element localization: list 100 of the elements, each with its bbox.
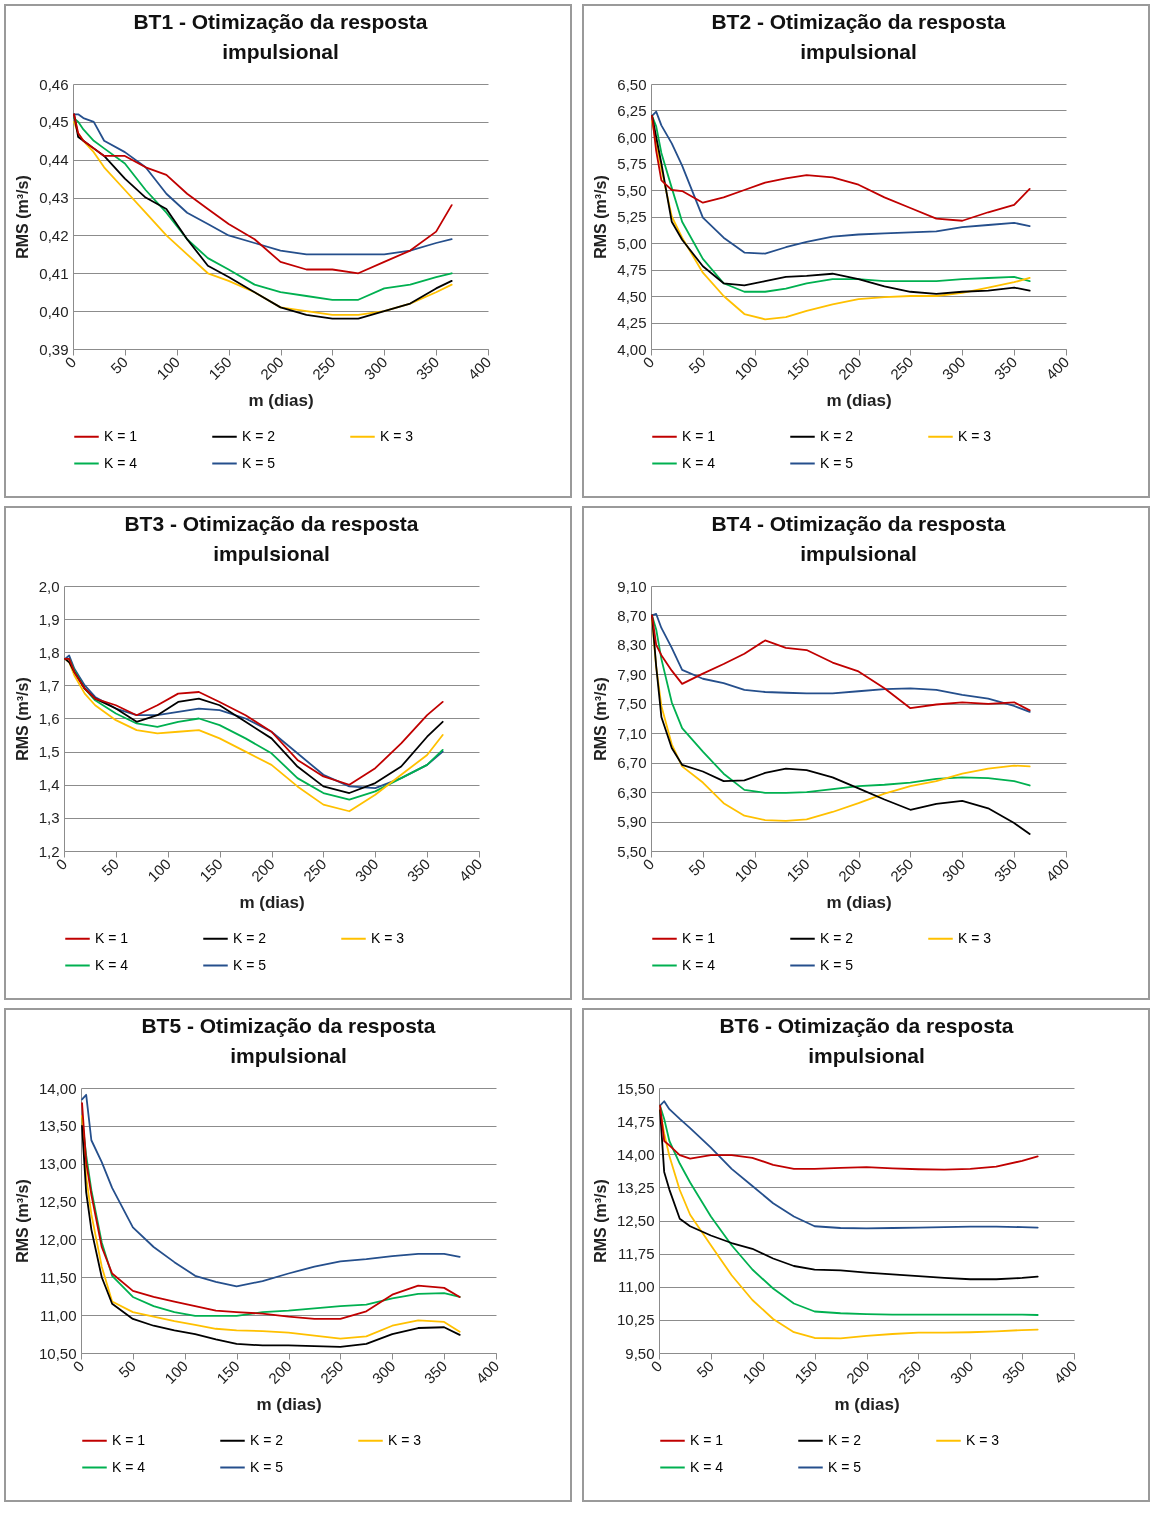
x-tick-label: 350 — [403, 855, 434, 885]
x-tick-label: 200 — [834, 855, 865, 885]
y-tick-label: 0,39 — [39, 340, 69, 358]
x-tick-label: 400 — [472, 1357, 503, 1387]
line-series — [659, 1109, 1039, 1281]
x-tick-label: 100 — [161, 1357, 191, 1387]
line-series — [651, 110, 1031, 255]
legend-label: K = 4 — [682, 454, 716, 471]
x-tick-label: 250 — [894, 1357, 925, 1387]
y-tick-label: 6,25 — [617, 102, 647, 119]
y-tick-label: 7,50 — [617, 695, 647, 713]
x-axis-title: m (dias) — [256, 1394, 322, 1414]
y-tick-label: 9,10 — [617, 577, 647, 595]
legend-label: K = 4 — [112, 1458, 146, 1475]
x-tick-label: 350 — [420, 1357, 451, 1387]
x-tick-label: 50 — [98, 855, 123, 879]
x-tick-label: 350 — [990, 353, 1021, 383]
y-axis-title: RMS (m³/s) — [13, 677, 31, 761]
y-tick-label: 0,41 — [39, 264, 69, 282]
x-tick-label: 200 — [256, 353, 287, 383]
y-tick-label: 1,4 — [38, 776, 60, 794]
x-tick-label: 250 — [299, 855, 330, 885]
chart-title: BT5 - Otimização da resposta impulsional — [141, 1014, 436, 1067]
y-tick-label: 1,5 — [38, 743, 60, 761]
legend-label: K = 2 — [828, 1431, 862, 1448]
legend-label: K = 4 — [682, 956, 716, 973]
line-series — [659, 1104, 1039, 1171]
legend-label: K = 1 — [112, 1431, 146, 1448]
y-tick-label: 5,50 — [617, 181, 647, 199]
y-tick-label: 0,42 — [39, 226, 69, 244]
legend-label: K = 3 — [380, 427, 414, 444]
x-tick-label: 150 — [791, 1357, 821, 1387]
legend-label: K = 2 — [233, 929, 267, 946]
x-tick-label: 400 — [1042, 353, 1073, 383]
x-tick-label: 350 — [412, 353, 443, 383]
line-series — [651, 120, 1031, 321]
x-tick-label: 200 — [842, 1357, 873, 1387]
x-tick-label: 350 — [998, 1357, 1029, 1387]
y-axis-title: RMS (m³/s) — [13, 1179, 31, 1263]
line-series — [81, 1093, 461, 1288]
y-tick-label: 6,70 — [617, 754, 647, 772]
x-tick-label: 150 — [196, 855, 226, 885]
x-tick-label: 50 — [685, 855, 710, 879]
legend-label: K = 5 — [828, 1458, 862, 1475]
y-tick-label: 14,00 — [616, 1145, 655, 1163]
y-tick-label: 10,50 — [38, 1344, 77, 1362]
legend-label: K = 3 — [958, 929, 992, 946]
x-tick-label: 400 — [1042, 855, 1073, 885]
y-tick-label: 1,8 — [38, 643, 60, 661]
y-tick-label: 1,9 — [38, 610, 60, 628]
y-tick-label: 5,50 — [617, 842, 647, 860]
y-tick-label: 5,25 — [617, 208, 647, 225]
x-axis-title: m (dias) — [239, 892, 305, 912]
y-tick-label: 4,00 — [617, 340, 647, 358]
y-tick-label: 4,25 — [617, 314, 647, 331]
y-tick-label: 13,50 — [38, 1117, 77, 1135]
y-tick-label: 0,44 — [39, 151, 69, 169]
x-tick-label: 150 — [783, 855, 813, 885]
x-tick-label: 200 — [264, 1357, 295, 1387]
x-tick-label: 150 — [783, 353, 813, 383]
y-tick-label: 11,00 — [618, 1278, 655, 1296]
y-tick-label: 1,7 — [38, 676, 60, 694]
y-tick-label: 14,75 — [616, 1112, 655, 1130]
x-axis-title: m (dias) — [826, 390, 892, 410]
y-tick-label: 0,45 — [39, 113, 69, 131]
legend-label: K = 1 — [104, 427, 138, 444]
x-tick-label: 50 — [685, 353, 710, 377]
y-axis-title: RMS (m³/s) — [591, 1179, 609, 1263]
y-tick-label: 13,00 — [38, 1155, 77, 1173]
y-tick-label: 6,00 — [617, 128, 647, 146]
x-tick-label: 150 — [213, 1357, 243, 1387]
y-axis-title: RMS (m³/s) — [14, 175, 32, 259]
y-tick-label: 5,90 — [617, 813, 647, 831]
legend-label: K = 2 — [250, 1431, 284, 1448]
y-tick-label: 10,25 — [616, 1311, 655, 1329]
x-tick-label: 400 — [455, 855, 486, 885]
legend-label: K = 2 — [820, 427, 854, 444]
y-axis-title: RMS (m³/s) — [592, 677, 610, 761]
legend-label: K = 4 — [104, 454, 138, 471]
x-tick-label: 300 — [938, 855, 969, 885]
legend-label: K = 1 — [682, 427, 716, 444]
legend-label: K = 3 — [966, 1431, 1000, 1448]
legend-label: K = 4 — [95, 956, 129, 973]
y-tick-label: 1,6 — [38, 710, 60, 727]
x-axis-title: m (dias) — [248, 390, 314, 410]
x-tick-label: 50 — [693, 1357, 718, 1381]
y-tick-label: 0,46 — [39, 75, 69, 93]
y-tick-label: 1,2 — [38, 842, 60, 860]
y-tick-label: 12,50 — [616, 1212, 655, 1229]
chart-title: BT6 - Otimização da resposta impulsional — [719, 1014, 1014, 1067]
y-tick-label: 7,10 — [617, 724, 647, 742]
x-tick-label: 400 — [1050, 1357, 1081, 1387]
y-tick-label: 4,75 — [617, 261, 647, 278]
x-tick-label: 100 — [731, 353, 761, 383]
y-tick-label: 1,3 — [38, 809, 60, 827]
x-tick-label: 250 — [308, 353, 339, 383]
x-tick-label: 50 — [115, 1357, 140, 1381]
x-tick-label: 100 — [731, 855, 761, 885]
y-tick-label: 8,30 — [617, 636, 647, 654]
legend-label: K = 1 — [682, 929, 716, 946]
